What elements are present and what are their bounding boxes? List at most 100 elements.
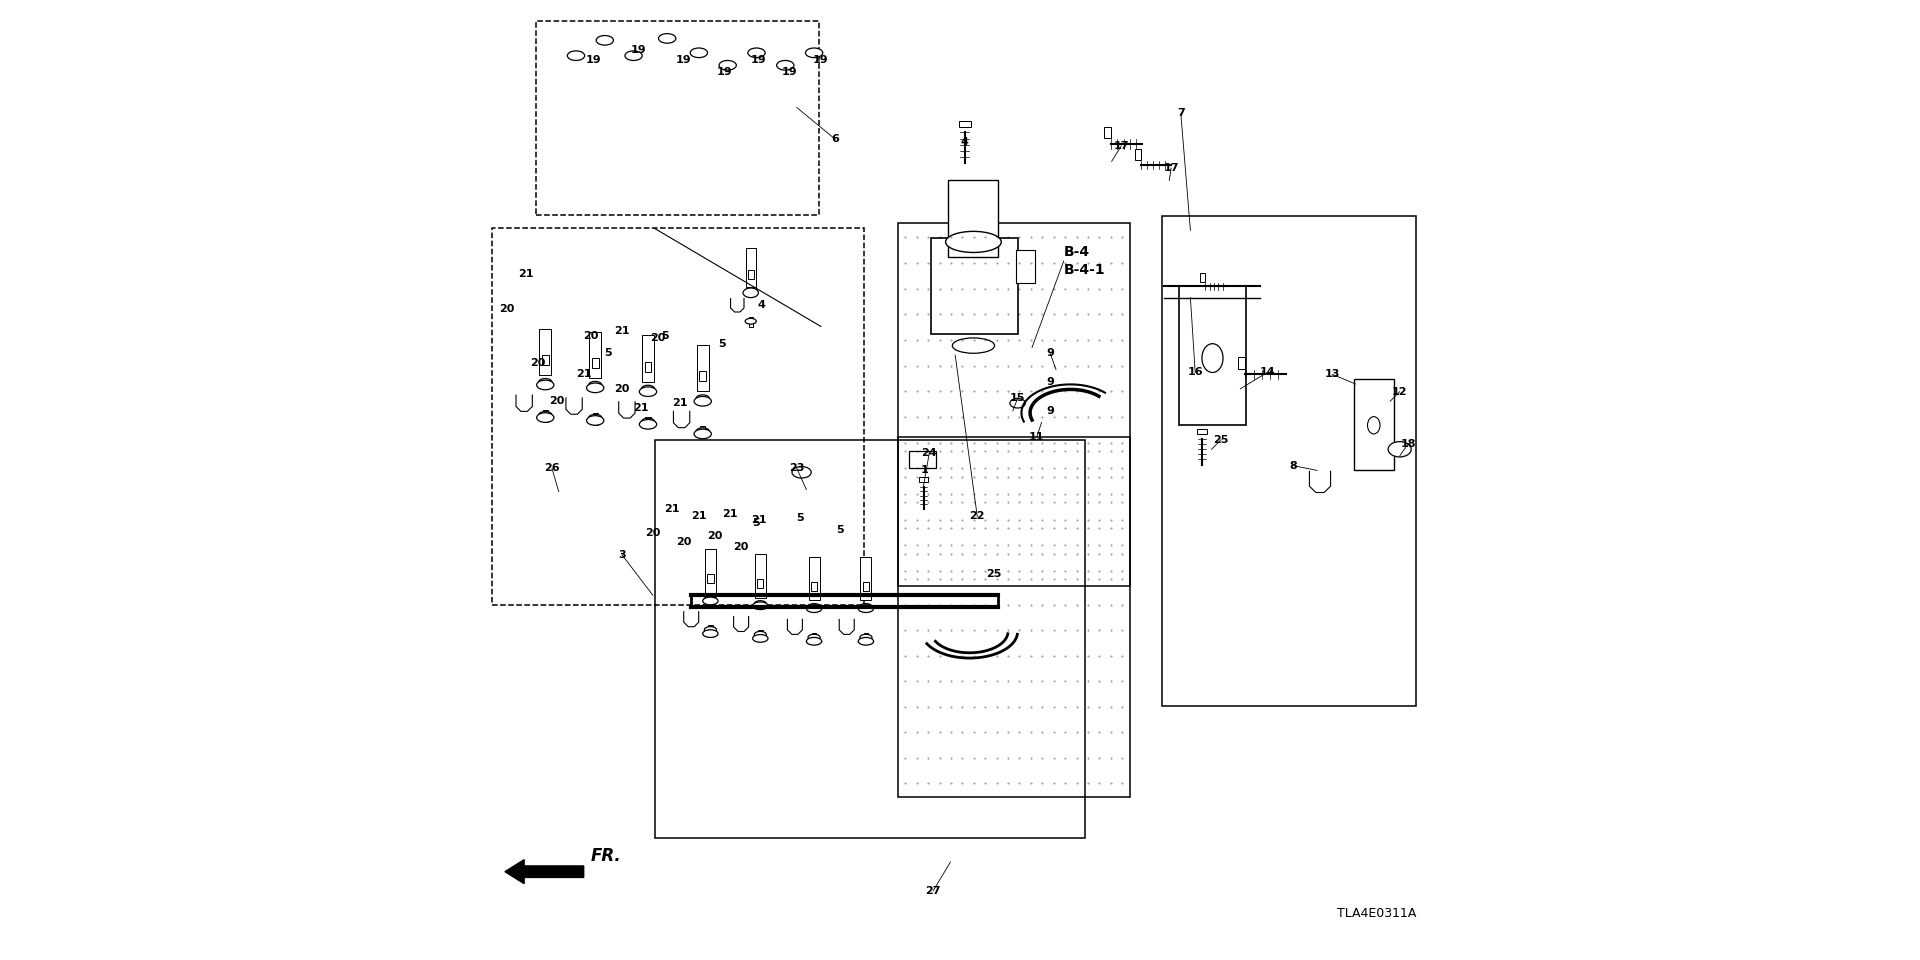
Text: 20: 20 xyxy=(530,358,545,368)
Text: 6: 6 xyxy=(831,134,839,144)
Ellipse shape xyxy=(697,395,708,401)
Text: 12: 12 xyxy=(1392,387,1407,396)
Text: 21: 21 xyxy=(576,370,591,379)
Ellipse shape xyxy=(1367,417,1380,434)
Bar xyxy=(541,355,549,365)
Ellipse shape xyxy=(776,60,795,70)
Text: 20: 20 xyxy=(733,542,749,552)
Bar xyxy=(543,410,547,421)
Ellipse shape xyxy=(589,381,601,388)
Ellipse shape xyxy=(703,597,718,605)
Bar xyxy=(707,574,714,584)
Bar xyxy=(862,582,870,591)
Text: 17: 17 xyxy=(1164,163,1179,173)
Ellipse shape xyxy=(808,635,820,640)
Bar xyxy=(747,270,753,278)
Text: 18: 18 xyxy=(1400,439,1417,448)
Ellipse shape xyxy=(945,231,1002,252)
Text: 22: 22 xyxy=(970,512,985,521)
Ellipse shape xyxy=(860,604,872,610)
FancyBboxPatch shape xyxy=(1179,286,1246,425)
Text: 21: 21 xyxy=(518,269,534,278)
Bar xyxy=(960,121,970,127)
Bar xyxy=(1016,250,1035,283)
Ellipse shape xyxy=(540,412,551,419)
Ellipse shape xyxy=(659,34,676,43)
Ellipse shape xyxy=(568,51,584,60)
Ellipse shape xyxy=(1202,344,1223,372)
Bar xyxy=(701,426,705,438)
Text: 5: 5 xyxy=(605,348,611,358)
Ellipse shape xyxy=(703,630,718,637)
Text: 23: 23 xyxy=(789,464,804,473)
Ellipse shape xyxy=(952,338,995,353)
Bar xyxy=(1104,127,1112,138)
Ellipse shape xyxy=(626,51,641,60)
Ellipse shape xyxy=(753,602,768,610)
Ellipse shape xyxy=(808,604,820,610)
Ellipse shape xyxy=(749,48,764,58)
Ellipse shape xyxy=(755,632,766,637)
Bar xyxy=(749,317,753,327)
Text: 16: 16 xyxy=(1187,368,1204,377)
Bar xyxy=(1162,216,1417,706)
Text: 11: 11 xyxy=(1029,432,1044,442)
Bar xyxy=(756,579,764,588)
Text: 21: 21 xyxy=(614,326,630,336)
Text: 20: 20 xyxy=(707,531,724,540)
Text: 20: 20 xyxy=(549,396,564,406)
Text: 5: 5 xyxy=(797,514,803,523)
Text: 19: 19 xyxy=(751,55,766,64)
Bar xyxy=(708,625,712,636)
Ellipse shape xyxy=(806,48,822,58)
Bar xyxy=(1198,429,1206,434)
Text: 5: 5 xyxy=(662,331,668,341)
Bar xyxy=(1135,149,1140,160)
Text: 21: 21 xyxy=(691,512,707,521)
Text: 4: 4 xyxy=(756,300,766,310)
Bar xyxy=(699,372,707,381)
Bar xyxy=(645,417,651,428)
Bar xyxy=(899,223,1129,586)
Text: 5: 5 xyxy=(753,518,758,528)
Bar xyxy=(705,549,716,592)
Bar xyxy=(860,557,872,600)
Text: 8: 8 xyxy=(1288,461,1298,470)
Bar xyxy=(758,630,762,641)
Text: 21: 21 xyxy=(634,403,649,413)
Bar xyxy=(948,180,998,257)
FancyBboxPatch shape xyxy=(1354,379,1394,470)
Bar xyxy=(745,248,756,287)
Text: 25: 25 xyxy=(1213,435,1229,444)
Ellipse shape xyxy=(755,601,766,607)
Bar xyxy=(1200,273,1206,282)
Bar xyxy=(808,557,820,600)
Text: 9: 9 xyxy=(1046,377,1054,387)
Text: 20: 20 xyxy=(614,384,630,394)
Ellipse shape xyxy=(695,429,712,439)
Ellipse shape xyxy=(536,413,555,422)
Text: TLA4E0311A: TLA4E0311A xyxy=(1336,906,1417,920)
Text: 19: 19 xyxy=(676,55,691,64)
Text: 20: 20 xyxy=(649,333,666,343)
Bar xyxy=(641,335,655,382)
Bar xyxy=(593,413,597,424)
Text: 13: 13 xyxy=(1325,370,1340,379)
Ellipse shape xyxy=(1010,398,1025,408)
Text: 21: 21 xyxy=(664,504,680,514)
Text: 19: 19 xyxy=(586,55,601,64)
Ellipse shape xyxy=(753,635,768,642)
Ellipse shape xyxy=(639,420,657,429)
Text: 14: 14 xyxy=(1260,368,1275,377)
Text: 9: 9 xyxy=(1046,406,1054,416)
Text: 19: 19 xyxy=(781,67,797,77)
Text: 21: 21 xyxy=(751,516,766,525)
Ellipse shape xyxy=(1388,442,1411,457)
FancyArrow shape xyxy=(505,860,584,883)
Ellipse shape xyxy=(588,383,605,393)
Bar xyxy=(910,451,937,468)
Bar xyxy=(864,633,868,644)
Ellipse shape xyxy=(858,605,874,612)
Text: 26: 26 xyxy=(543,464,561,473)
Ellipse shape xyxy=(641,385,655,392)
